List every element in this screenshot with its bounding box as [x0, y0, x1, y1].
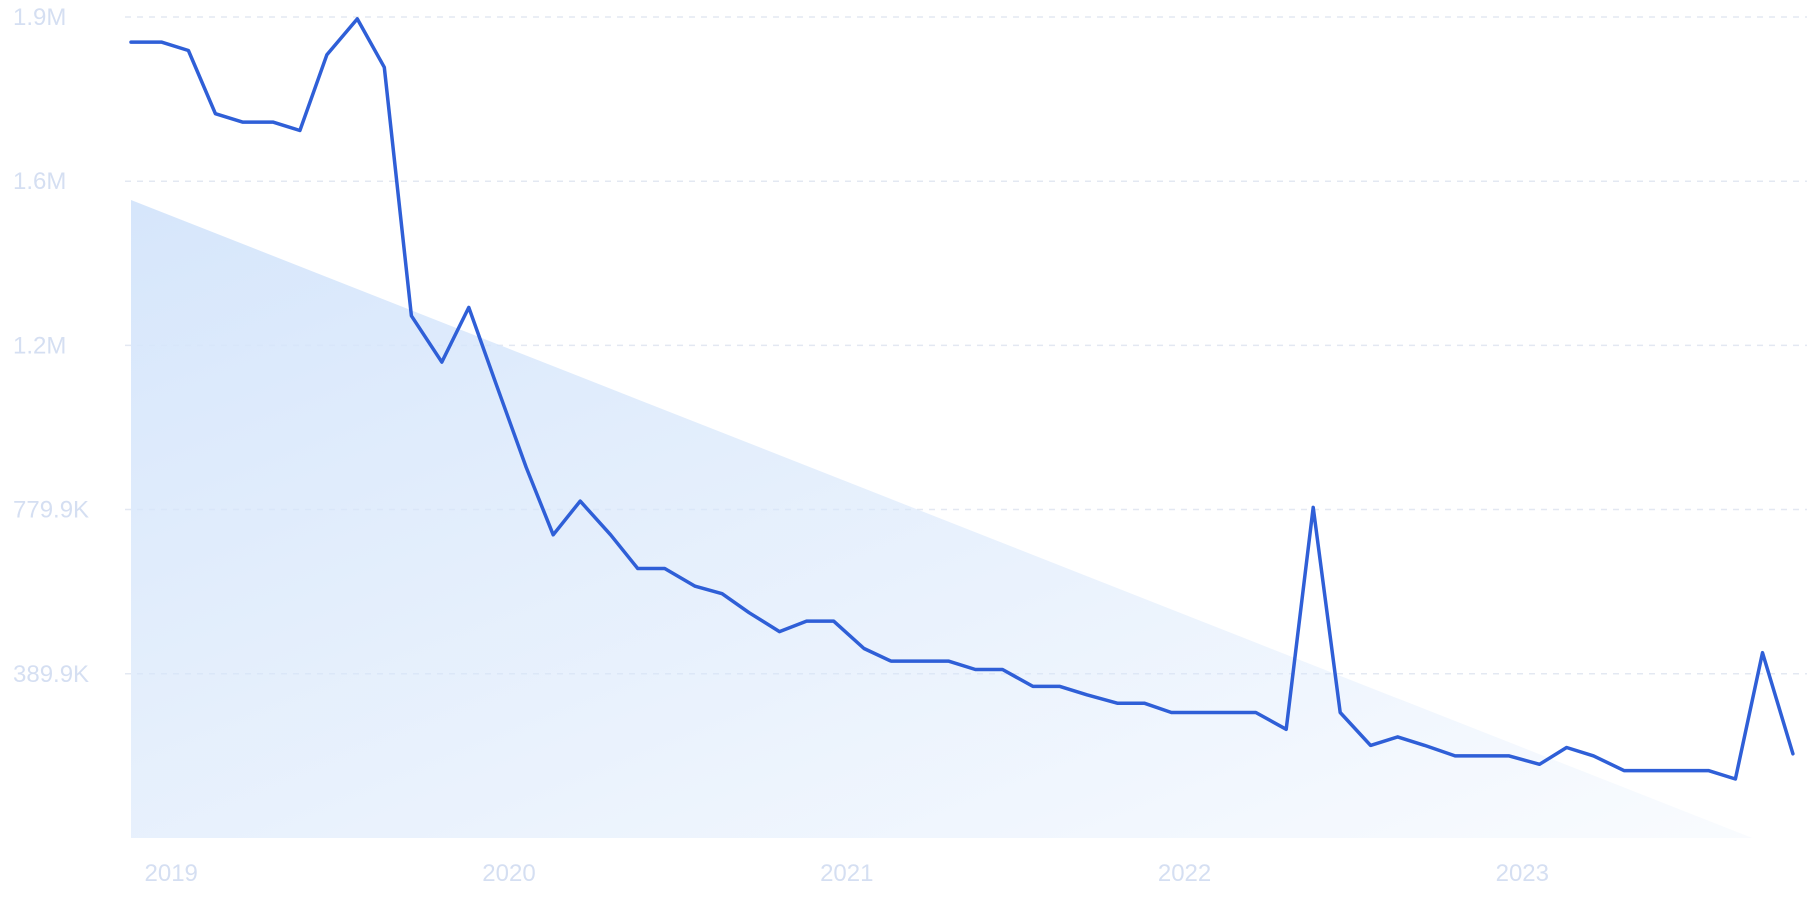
- data-point: [1481, 754, 1484, 757]
- data-point: [636, 567, 639, 570]
- data-point: [694, 585, 697, 588]
- data-point: [1116, 702, 1119, 705]
- data-point: [1538, 763, 1541, 766]
- data-point: [325, 53, 328, 56]
- data-point: [1454, 754, 1457, 757]
- data-point: [1254, 711, 1257, 714]
- data-point: [1085, 693, 1088, 696]
- data-point: [609, 533, 612, 536]
- data-point: [1396, 735, 1399, 738]
- data-point: [947, 660, 950, 663]
- data-point: [663, 567, 666, 570]
- data-point: [1200, 711, 1203, 714]
- data-point: [1650, 769, 1653, 772]
- data-point: [1734, 778, 1737, 781]
- data-point: [1227, 711, 1230, 714]
- series-line: [129, 17, 1795, 781]
- data-point: [1592, 754, 1595, 757]
- data-point: [383, 66, 386, 69]
- data-point: [271, 121, 274, 124]
- y-tick-label: 1.2M: [13, 332, 66, 359]
- data-point: [440, 361, 443, 364]
- y-tick-label: 1.6M: [13, 168, 66, 195]
- data-point: [863, 647, 866, 650]
- trend-area: [131, 199, 1753, 839]
- data-point: [974, 668, 977, 671]
- data-point: [890, 660, 893, 663]
- data-point: [241, 121, 244, 124]
- data-point: [1312, 506, 1315, 509]
- data-point: [525, 466, 528, 469]
- data-point: [917, 660, 920, 663]
- data-point: [1677, 769, 1680, 772]
- data-point: [1143, 702, 1146, 705]
- data-point: [1761, 651, 1764, 654]
- data-point: [579, 500, 582, 503]
- series-layer: [129, 17, 1795, 781]
- data-point: [160, 41, 163, 44]
- data-point: [1508, 754, 1511, 757]
- y-tick-label: 779.9K: [13, 497, 89, 524]
- data-point: [1001, 668, 1004, 671]
- data-point: [552, 533, 555, 536]
- data-point: [494, 382, 497, 385]
- data-point: [1791, 752, 1794, 755]
- x-tick-label: 2022: [1158, 860, 1211, 887]
- data-point: [298, 129, 301, 132]
- data-point: [356, 17, 359, 20]
- x-tick-label: 2019: [145, 860, 198, 887]
- data-point: [1423, 744, 1426, 747]
- data-point: [721, 592, 724, 595]
- data-point: [130, 41, 133, 44]
- data-point: [1339, 711, 1342, 714]
- data-point: [187, 49, 190, 52]
- x-tick-label: 2023: [1496, 860, 1549, 887]
- data-point: [1369, 744, 1372, 747]
- x-tick-label: 2021: [820, 860, 873, 887]
- data-point: [1285, 728, 1288, 731]
- y-axis-labels: 389.9K 779.9K 1.2M 1.6M 1.9M: [13, 4, 89, 688]
- x-tick-label: 2020: [482, 860, 535, 887]
- data-point: [467, 306, 470, 309]
- x-axis-labels: 2019 2020 2021 2022 2023: [145, 860, 1550, 887]
- data-point: [1058, 685, 1061, 688]
- data-point: [805, 620, 808, 623]
- data-point: [1031, 685, 1034, 688]
- data-point: [1707, 769, 1710, 772]
- data-point: [832, 620, 835, 623]
- data-point: [748, 611, 751, 614]
- y-tick-label: 1.9M: [13, 4, 66, 31]
- data-point: [410, 314, 413, 317]
- data-point: [214, 112, 217, 115]
- data-point: [1170, 711, 1173, 714]
- data-point: [1623, 769, 1626, 772]
- data-point: [1565, 746, 1568, 749]
- y-tick-label: 389.9K: [13, 661, 89, 688]
- data-point: [778, 630, 781, 633]
- trend-area-layer: [131, 199, 1753, 839]
